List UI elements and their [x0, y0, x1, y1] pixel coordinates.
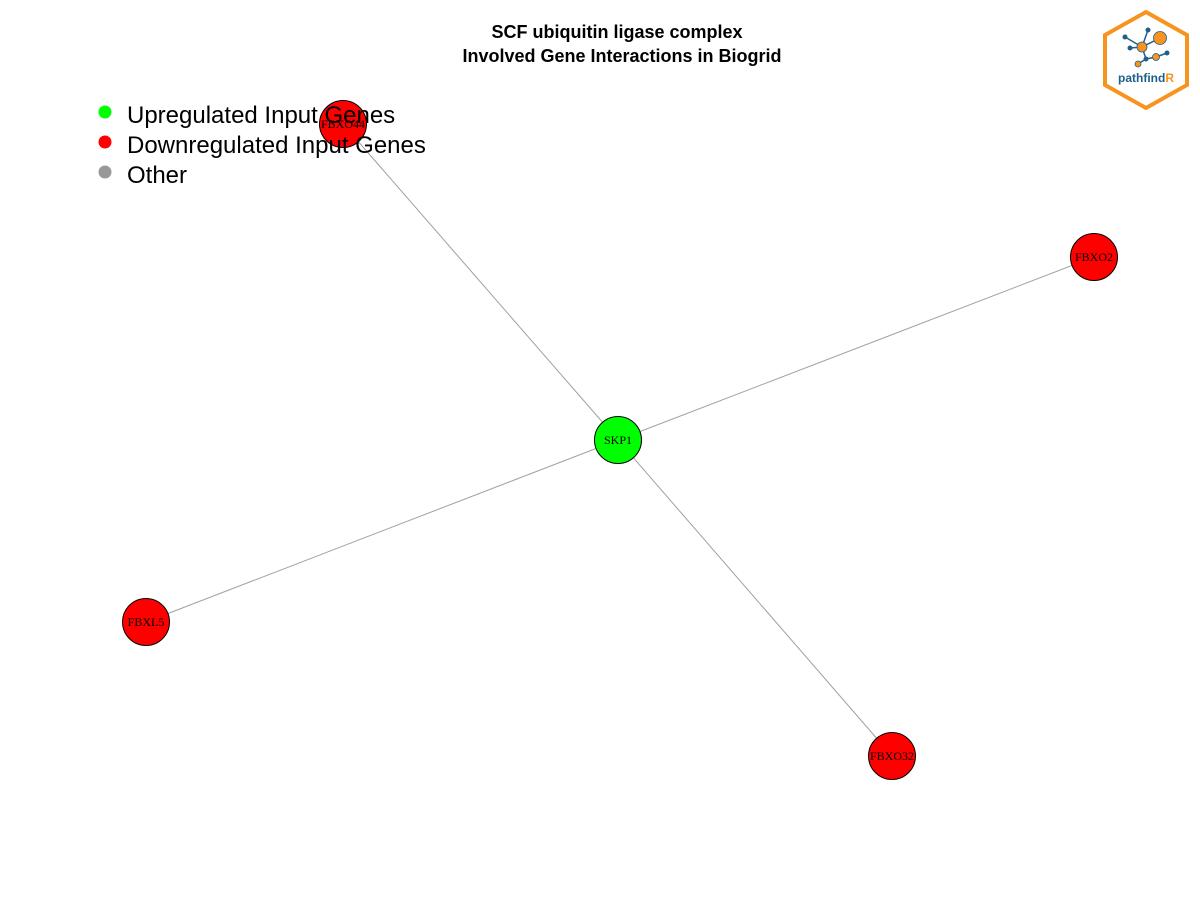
node-fbxo32-label: FBXO32 — [870, 749, 914, 763]
logo-wordmark: pathfindR — [1118, 71, 1174, 85]
node-fbxo2-circle — [1070, 233, 1118, 281]
node-fbxo44-circle — [319, 100, 367, 148]
edge-skp1-fbxo44 — [342, 123, 619, 441]
edge-skp1-fbxl5 — [145, 439, 619, 623]
legend-item-upregulated: Upregulated Input Genes — [98, 102, 395, 129]
title-line-2: Involved Gene Interactions in Biogrid — [462, 46, 781, 66]
node-skp1[interactable]: SKP1 — [594, 416, 642, 464]
node-fbxo2-label: FBXO2 — [1075, 250, 1113, 264]
logo-network-icon — [1122, 27, 1170, 68]
node-fbxl5[interactable]: FBXL5 — [122, 598, 170, 646]
node-fbxl5-label: FBXL5 — [128, 615, 165, 629]
node-fbxl5-circle — [122, 598, 170, 646]
legend-label-downregulated: Downregulated Input Genes — [127, 132, 426, 159]
title-line-1: SCF ubiquitin ligase complex — [491, 22, 742, 42]
diagram-title: SCF ubiquitin ligase complex Involved Ge… — [462, 22, 781, 66]
legend-label-other: Other — [127, 162, 187, 189]
pathfindr-logo: pathfindR — [1103, 9, 1189, 111]
legend: Upregulated Input Genes Downregulated In… — [98, 102, 426, 189]
node-fbxo32-circle — [868, 732, 916, 780]
legend-item-other: Other — [98, 162, 187, 189]
node-fbxo2[interactable]: FBXO2 — [1070, 233, 1118, 281]
node-fbxo44[interactable]: FBXO44 — [319, 100, 367, 148]
edge-skp1-fbxo32 — [617, 439, 893, 757]
legend-label-upregulated: Upregulated Input Genes — [127, 102, 395, 129]
node-fbxo44-label: FBXO44 — [321, 117, 365, 131]
node-skp1-circle — [594, 416, 642, 464]
logo-text-main: pathfind — [1118, 71, 1165, 85]
legend-swatch-upregulated — [98, 105, 112, 119]
node-skp1-label: SKP1 — [604, 433, 632, 447]
edge-layer — [145, 123, 1095, 757]
legend-swatch-other — [98, 165, 112, 179]
legend-swatch-downregulated — [98, 135, 112, 149]
logo-text-accent: R — [1165, 71, 1174, 85]
legend-item-downregulated: Downregulated Input Genes — [98, 132, 426, 159]
node-fbxo32[interactable]: FBXO32 — [868, 732, 916, 780]
edge-skp1-fbxo2 — [617, 256, 1095, 441]
node-layer: SKP1 FBXO44 FBXO2 FBXL5 FBXO32 — [122, 100, 1118, 780]
